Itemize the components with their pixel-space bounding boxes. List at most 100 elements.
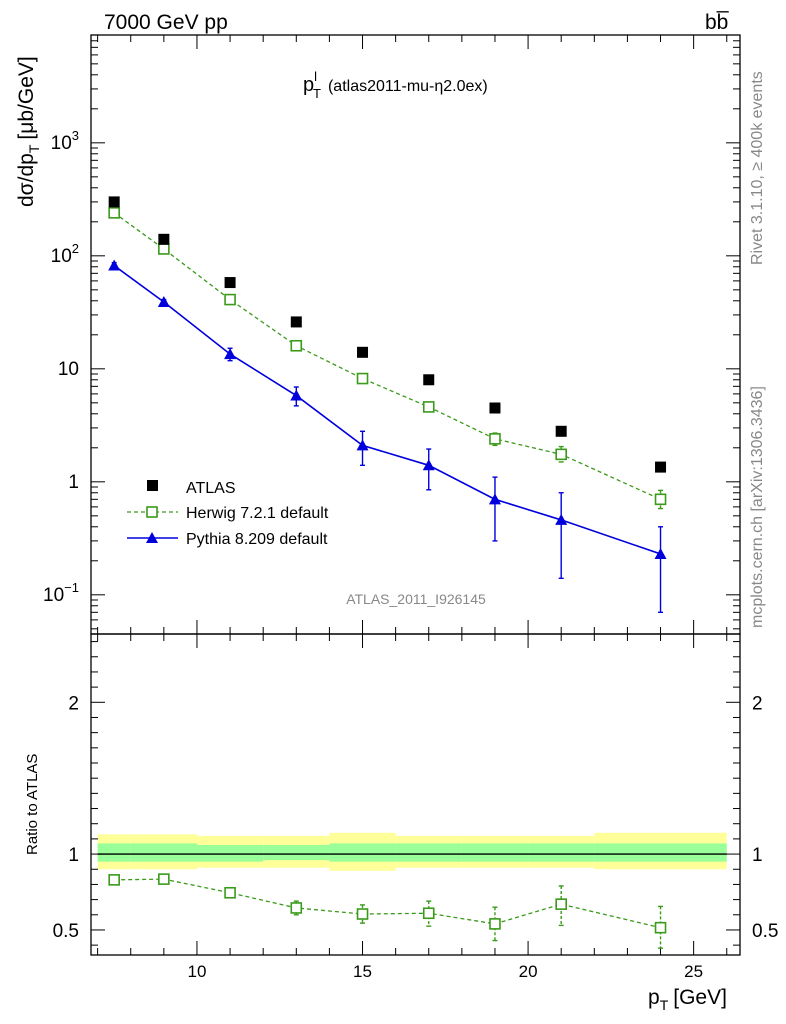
atlas-point [224,277,236,289]
main-y-label-unit: [μb/GeV] [15,56,38,139]
main-y-tick-base: 10 [51,133,72,154]
ratio-herwig-point [489,918,501,930]
ratio-herwig-point [356,908,369,920]
ratio-plot-drawing: 10 15 20 25 0.5 0.5 1 1 2 2 [53,634,778,981]
x-tick-label: 15 [353,962,372,981]
pythia-point [488,493,501,505]
ratio-herwig-point [108,874,120,886]
pythia-point [555,513,568,525]
pythia-point [356,439,369,451]
ratio-y-tick-label-left: 2 [68,693,79,714]
legend-label-pythia: Pythia 8.209 default [186,531,328,548]
herwig-point [290,339,303,352]
x-label-unit: [GeV] [673,986,727,1009]
ratio-herwig-point [158,873,170,885]
plot-title-sup: l [314,69,317,84]
uncertainty-band-green [395,843,462,862]
atlas-point [357,346,369,358]
main-y-tick-base: 1 [68,472,79,493]
atlas-point [489,402,501,414]
main-y-tick-label: 102 [51,241,79,267]
pythia-point [654,547,667,559]
pythia-point [157,296,170,308]
main-y-label-main: dσ/dp [15,153,38,207]
ratio-plot-frame [90,633,741,956]
uncertainty-band-green [263,844,330,861]
pythia-point [224,348,237,360]
plot-title-sub: T [313,86,321,101]
herwig-point [224,293,236,306]
ratio-herwig-line [114,878,661,929]
herwig-point [422,401,435,413]
main-y-tick-exp: 2 [72,241,79,256]
legend: ATLAS Herwig 7.2.1 default Pythia 8.209 … [127,480,329,548]
x-label-main: p [648,986,660,1009]
x-tick-label: 25 [684,962,703,981]
herwig-point [654,493,667,506]
ratio-y-tick-label-right: 0.5 [752,921,778,942]
herwig-series-line [113,212,661,500]
herwig-point [356,372,369,385]
plot-title: pl T (atlas2011-mu-η2.0ex) [303,69,488,101]
herwig-point [108,207,120,219]
herwig-point [158,243,170,255]
uncertainty-band-green [528,843,595,862]
x-tick-label: 10 [187,962,206,981]
herwig-point [489,433,501,445]
uncertainty-band-green [130,843,197,862]
ratio-y-tick-label-right: 1 [752,845,763,866]
ratio-y-tick-label-right: 2 [752,693,763,714]
atlas-point [423,374,435,386]
atlas-point [555,425,567,437]
ratio-herwig-point [555,898,567,910]
ratio-herwig-point [422,907,435,920]
uncertainty-band-green [594,843,727,862]
atlas-point [108,196,120,208]
main-y-tick-exp: −1 [64,580,79,595]
atlas-point [290,316,302,328]
x-axis-label: pT [GeV] [648,986,727,1013]
ratio-herwig-point [290,902,303,914]
main-y-tick-label: 10 [58,359,79,380]
main-y-tick-label: 103 [51,128,79,154]
uncertainty-band-green [461,843,529,862]
uncertainty-band-green [329,843,396,862]
ratio-y-tick-label-left: 1 [68,845,79,866]
ratio-herwig-point [224,886,236,899]
main-y-tick-label: 1 [68,472,79,493]
uncertainty-band-green [196,844,264,862]
atlas-point [655,461,667,473]
main-y-tick-exp: 3 [72,128,79,143]
ratio-plot-panel: 10 15 20 25 0.5 0.5 1 1 2 2 Ratio to ATLAS pT [GeV… [24,633,778,1013]
main-y-tick-base: 10 [51,246,72,267]
x-tick-label: 20 [519,962,538,981]
legend-label-herwig: Herwig 7.2.1 default [186,505,329,522]
mcplots-label: mcplots.cern.ch [arXiv:1306.3436] [749,386,766,628]
atlas-point [158,233,170,245]
main-y-tick-base: 10 [58,359,79,380]
legend-marker-herwig [146,506,158,518]
legend-marker-atlas [147,480,158,491]
ratio-herwig-point [654,921,667,934]
herwig-point [555,448,567,461]
analysis-watermark: ATLAS_2011_I926145 [346,591,486,607]
legend-marker-pythia [146,532,158,543]
main-y-label-sub: T [26,144,42,153]
pythia-point [108,259,121,271]
uncertainty-band-green [97,843,131,862]
legend-label-atlas: ATLAS [186,480,236,497]
pythia-point [290,389,303,401]
main-y-axis-label: dσ/dpT [μb/GeV] [15,56,42,207]
plot-title-main: p [303,74,314,96]
final-state-label: bb̅ [705,11,730,34]
pythia-point [422,459,435,471]
plot-subtitle: (atlas2011-mu-η2.0ex) [328,78,488,95]
rivet-version-label: Rivet 3.1.10, ≥ 400k events [749,71,766,265]
ratio-y-tick-label-left: 0.5 [53,921,79,942]
main-y-tick-base: 10 [43,585,64,606]
ratio-y-axis-label: Ratio to ATLAS [24,754,41,855]
main-y-tick-label: 10−1 [43,580,79,606]
